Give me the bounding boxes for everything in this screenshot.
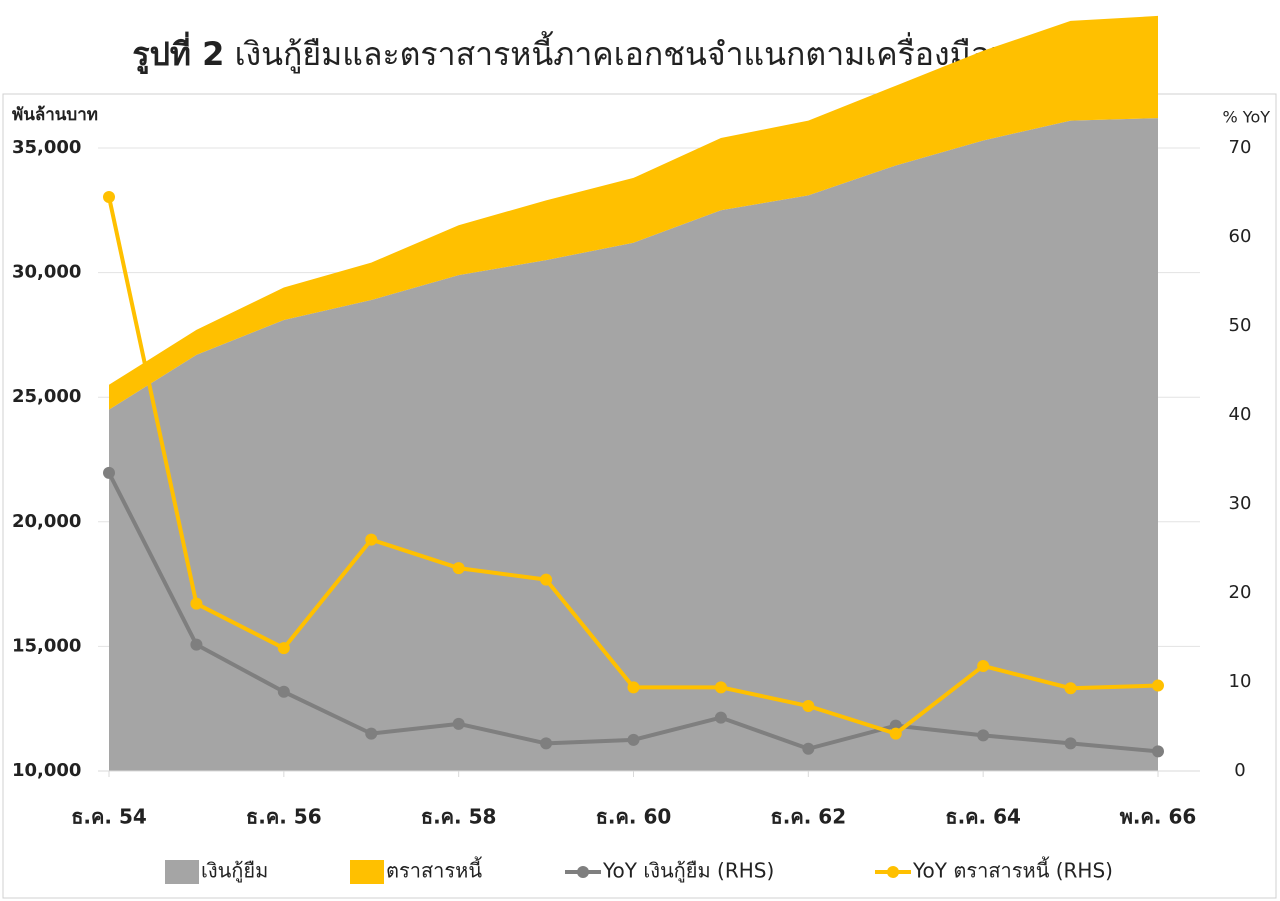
- y2-tick-label: 10: [1229, 671, 1252, 692]
- legend-marker: [577, 866, 589, 878]
- legend-swatch: [350, 860, 384, 884]
- y-tick-label: 35,000: [12, 137, 81, 158]
- marker: [190, 597, 203, 610]
- x-tick-label: ธ.ค. 62: [771, 805, 847, 829]
- marker: [977, 729, 990, 742]
- y2-axis-label: % YoY: [1223, 108, 1271, 127]
- marker: [889, 727, 902, 740]
- legend-label: YoY เงินกู้ยืม (RHS): [602, 859, 774, 884]
- marker: [103, 466, 115, 479]
- y2-tick-label: 50: [1229, 315, 1252, 336]
- marker: [627, 681, 640, 694]
- legend-swatch: [165, 860, 199, 884]
- y2-tick-label: 20: [1229, 582, 1252, 603]
- marker: [452, 562, 465, 575]
- y2-tick-label: 60: [1229, 226, 1252, 247]
- marker: [802, 700, 815, 713]
- y-tick-label: 10,000: [12, 760, 81, 781]
- y-axis-label: พันล้านบาท: [12, 105, 98, 125]
- marker: [714, 681, 727, 694]
- marker: [365, 727, 378, 740]
- legend-label: YoY ตราสารหนี้ (RHS): [912, 857, 1113, 883]
- x-tick-label: ธ.ค. 54: [71, 805, 147, 829]
- x-tick-label: พ.ค. 66: [1120, 805, 1197, 829]
- marker: [365, 533, 378, 546]
- y2-tick-label: 70: [1229, 137, 1252, 158]
- marker: [1152, 679, 1164, 692]
- y2-tick-label: 0: [1234, 760, 1245, 781]
- y-tick-label: 15,000: [12, 635, 81, 656]
- legend-label: ตราสารหนี้: [386, 857, 482, 883]
- marker: [802, 742, 815, 755]
- y2-tick-label: 40: [1229, 404, 1252, 425]
- marker: [977, 659, 990, 672]
- y-tick-label: 30,000: [12, 262, 81, 283]
- x-tick-label: ธ.ค. 64: [945, 805, 1021, 829]
- marker: [190, 638, 203, 651]
- legend-marker: [887, 866, 899, 878]
- marker: [627, 733, 640, 746]
- marker: [1152, 745, 1164, 758]
- x-tick-label: ธ.ค. 56: [246, 805, 322, 829]
- marker: [277, 642, 290, 655]
- marker: [1064, 737, 1077, 750]
- y2-tick-label: 30: [1229, 493, 1252, 514]
- area: [109, 15, 1158, 410]
- marker: [540, 573, 553, 586]
- figure-label: รูปที่ 2: [132, 31, 224, 75]
- marker: [277, 685, 290, 698]
- area: [109, 118, 1158, 771]
- y-tick-label: 25,000: [12, 386, 81, 407]
- marker: [540, 737, 553, 750]
- y-tick-label: 20,000: [12, 511, 81, 532]
- legend-label: เงินกู้ยืม: [201, 859, 268, 884]
- x-tick-label: ธ.ค. 58: [421, 805, 497, 829]
- marker: [1064, 682, 1077, 695]
- marker: [452, 717, 465, 730]
- marker: [714, 711, 727, 724]
- chart-frame: [2, 93, 1277, 899]
- marker: [103, 190, 115, 203]
- x-tick-label: ธ.ค. 60: [596, 805, 672, 829]
